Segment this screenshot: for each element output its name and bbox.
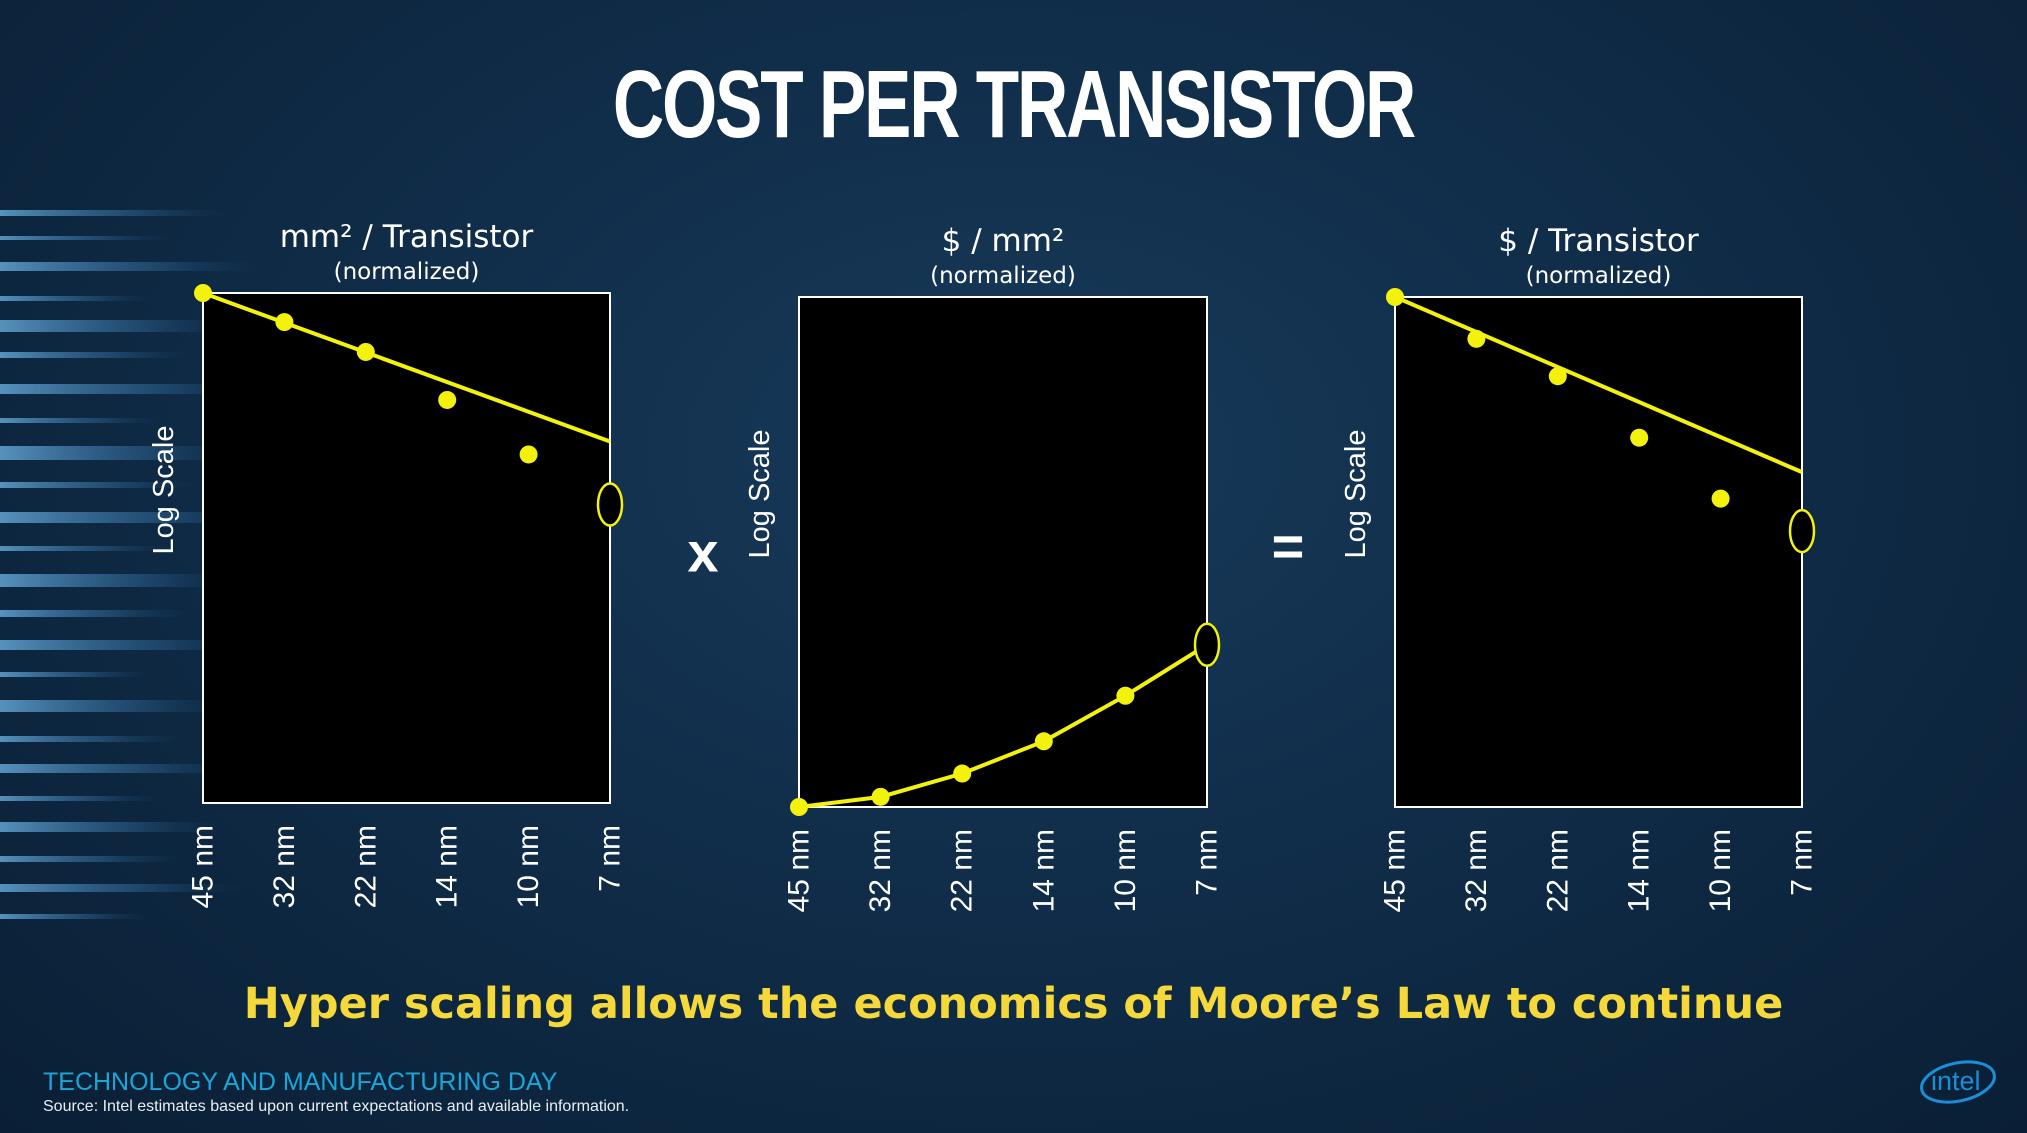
equals-operator: = bbox=[1272, 515, 1305, 578]
projected-point-marker bbox=[1788, 508, 1816, 554]
data-point bbox=[438, 390, 457, 409]
x-tick-label: 14 nm bbox=[431, 825, 464, 908]
data-point bbox=[1034, 732, 1053, 751]
x-tick-label: 7 nm bbox=[1191, 829, 1224, 896]
x-tick-label: 10 nm bbox=[1109, 829, 1142, 912]
data-point bbox=[1548, 367, 1567, 386]
y-axis-label: Log Scale bbox=[1340, 430, 1372, 559]
series-line bbox=[798, 643, 1209, 809]
x-tick-label: 14 nm bbox=[1027, 829, 1060, 912]
data-point bbox=[790, 798, 808, 816]
y-axis-label: Log Scale bbox=[148, 426, 180, 555]
x-tick-label: 10 nm bbox=[512, 825, 545, 908]
x-tick-label: 10 nm bbox=[1704, 829, 1737, 912]
x-tick-label: 22 nm bbox=[946, 829, 979, 912]
data-point bbox=[194, 284, 212, 302]
slide-title: COST PER TRANSISTOR bbox=[612, 51, 1416, 158]
data-point bbox=[519, 445, 538, 464]
data-point bbox=[871, 787, 890, 806]
x-tick-label: 22 nm bbox=[349, 825, 382, 908]
plot-area bbox=[798, 296, 1208, 808]
chart-dollar-per-mm2: $ / mm² (normalized) Log Scale 45 nm 32 nm 22… bbox=[744, 223, 1224, 912]
chart-mm2-per-transistor: mm² / Transistor (normalized) Log Scale 45 … bbox=[148, 219, 627, 908]
chart-title: mm² / Transistor bbox=[280, 219, 534, 255]
projected-point-marker bbox=[1193, 622, 1221, 668]
x-tick-label: 14 nm bbox=[1623, 829, 1656, 912]
data-point bbox=[1386, 288, 1404, 306]
data-point bbox=[1467, 329, 1486, 348]
source-note: Source: Intel estimates based upon curre… bbox=[43, 1098, 630, 1115]
data-point bbox=[1630, 428, 1649, 447]
trend-line bbox=[202, 291, 611, 444]
chart-subtitle: (normalized) bbox=[1526, 263, 1672, 289]
data-point bbox=[1116, 686, 1135, 705]
chart-subtitle: (normalized) bbox=[334, 259, 480, 285]
chart-title: $ / Transistor bbox=[1498, 223, 1699, 259]
x-tick-label: 45 nm bbox=[187, 825, 220, 908]
multiply-operator: x bbox=[687, 521, 718, 584]
plot-area bbox=[1394, 296, 1803, 808]
tagline: Hyper scaling allows the economics of Mo… bbox=[243, 979, 1784, 1029]
x-tick-label: 45 nm bbox=[1379, 829, 1412, 912]
x-tick-label: 7 nm bbox=[1786, 829, 1819, 896]
data-point bbox=[953, 764, 972, 783]
intel-logo-text: intel bbox=[1931, 1066, 1981, 1096]
chart-dollar-per-transistor: $ / Transistor (normalized) Log Scale 45 nm… bbox=[1340, 223, 1819, 912]
data-point bbox=[356, 342, 375, 361]
x-tick-label: 22 nm bbox=[1541, 829, 1574, 912]
plot-area bbox=[202, 292, 611, 804]
y-axis-label: Log Scale bbox=[744, 430, 776, 559]
data-point bbox=[275, 313, 294, 332]
event-name: TECHNOLOGY AND MANUFACTURING DAY bbox=[43, 1068, 558, 1096]
chart-subtitle: (normalized) bbox=[930, 263, 1076, 289]
x-tick-label: 32 nm bbox=[864, 829, 897, 912]
x-tick-label: 45 nm bbox=[783, 829, 816, 912]
x-tick-label: 32 nm bbox=[268, 825, 301, 908]
data-point bbox=[1711, 489, 1730, 508]
intel-logo-swoosh bbox=[1920, 1060, 1996, 1104]
x-tick-label: 32 nm bbox=[1460, 829, 1493, 912]
projected-point-marker bbox=[596, 482, 624, 527]
x-tick-label: 7 nm bbox=[594, 825, 627, 892]
chart-title: $ / mm² bbox=[942, 223, 1065, 259]
trend-line bbox=[1394, 295, 1803, 474]
